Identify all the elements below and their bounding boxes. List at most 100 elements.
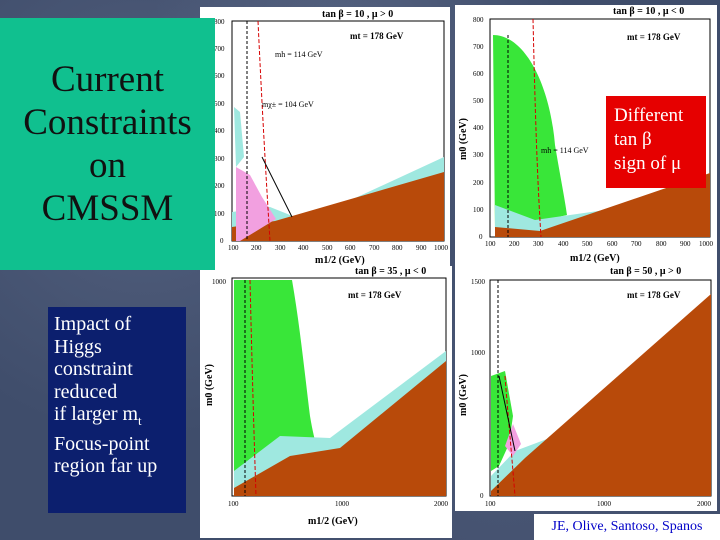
x-tick: 1000 [699,240,714,248]
slide-title-line: CMSSM [41,188,174,229]
impact-note-line: reduced [54,380,118,403]
x-tick: 700 [631,240,642,248]
x-tick: 800 [656,240,667,248]
different-params-line: sign of μ [614,153,682,174]
stau-lsp-region [232,172,444,241]
y-tick: 800 [214,18,225,26]
author-credit: JE, Olive, Santoso, Spanos [534,514,720,540]
plot-tanb10-muneg: mh = 114 GeV mt = 178 GeV 100 200 300 40… [455,5,717,277]
y-tick: 500 [473,97,484,105]
top-mass-label: mt = 178 GeV [350,31,404,41]
plot-title: tan β = 10 , μ > 0 [322,9,394,20]
x-tick: 600 [607,240,618,248]
x-tick: 100 [485,500,496,508]
y-tick: 600 [473,70,484,78]
different-params-box: Different tan β sign of μ [606,96,706,188]
higgs-label: mh = 114 GeV [541,146,589,155]
x-axis-label: m1/2 (GeV) [570,253,620,264]
x-tick: 800 [392,244,403,252]
wmap-funnel [234,107,244,167]
x-tick: 100 [228,500,239,508]
y-tick-labels: 0 100 200 300 400 500 600 700 800 [214,18,225,245]
impact-note-box: Impact of Higgs constraint reduced if la… [48,307,186,513]
x-tick: 900 [416,244,427,252]
plot-tanb50-mupos: mt = 178 GeV 100 1000 2000 0 1000 1500 m… [455,266,717,511]
y-tick-labels: 0 100 200 300 400 500 600 700 800 [473,16,484,241]
plot-tanb35-muneg-svg: mt = 178 GeV 100 1000 2000 1000 m0 (GeV)… [200,266,452,538]
y-tick: 200 [473,179,484,187]
slide-title-line: on [89,145,126,186]
x-tick: 500 [322,244,333,252]
stau-lsp-region [491,294,711,496]
x-tick: 500 [582,240,593,248]
impact-note-line: region far up [54,455,158,477]
top-mass-label: mt = 178 GeV [627,32,681,42]
g-minus-2-region [236,167,276,241]
plot-tanb10-mupos: mh = 114 GeV mχ± = 104 GeV mt = 178 GeV … [200,7,450,267]
higgs-limit-line [532,18,542,238]
plot-title: tan β = 10 , μ < 0 [613,6,685,17]
x-tick: 2000 [697,500,712,508]
impact-note-line: Higgs [54,335,102,358]
x-tick: 200 [509,240,520,248]
slide-title-line: Constraints [23,102,192,143]
plot-tanb10-muneg-svg: mh = 114 GeV mt = 178 GeV 100 200 300 40… [455,5,717,277]
stau-lsp-region [495,173,710,237]
impact-note-line: Focus-point [54,432,150,455]
stau-lsp-region [234,361,446,496]
y-tick: 600 [214,72,225,80]
y-tick: 200 [214,182,225,190]
y-tick: 300 [473,151,484,159]
x-tick: 900 [680,240,691,248]
y-tick: 400 [473,124,484,132]
impact-note-line: constraint [54,358,133,380]
x-tick-labels: 100 200 300 400 500 600 700 800 900 1000 [228,244,449,252]
y-axis-label: m0 (GeV) [458,118,469,160]
y-tick: 1000 [471,349,486,357]
plot-tanb50-mupos-svg: mt = 178 GeV 100 1000 2000 0 1000 1500 m… [455,266,717,511]
y-tick: 0 [479,233,483,241]
subscript-t: t [138,413,142,428]
x-tick: 400 [298,244,309,252]
x-axis-label: m1/2 (GeV) [308,516,358,527]
x-tick: 1000 [335,500,350,508]
plot-title: tan β = 50 , μ > 0 [610,266,682,277]
x-axis-label: m1/2 (GeV) [315,255,365,266]
impact-note-line-text: if larger m [54,403,139,425]
stau-boundary-line [261,156,293,218]
higgs-limit-line [249,279,257,497]
x-tick: 100 [485,240,496,248]
x-tick-labels: 100 1000 2000 [485,500,712,508]
y-tick: 800 [473,16,484,24]
different-params-line: tan β [614,129,652,150]
chargino-label: mχ± = 104 GeV [262,100,314,109]
x-tick: 300 [275,244,286,252]
plot-tanb10-mupos-svg: mh = 114 GeV mχ± = 104 GeV mt = 178 GeV … [200,7,450,267]
y-tick: 1500 [471,278,486,286]
x-tick: 600 [345,244,356,252]
y-axis-label: m0 (GeV) [458,374,469,416]
higgs-limit-line [504,375,516,497]
y-tick-labels: 0 1000 1500 [471,278,486,500]
y-axis-label: m0 (GeV) [204,364,215,406]
x-tick: 200 [251,244,262,252]
y-tick: 100 [214,210,225,218]
stau-boundary-line [498,375,516,452]
y-tick: 300 [214,155,225,163]
impact-note-line-mt: if larger mt [54,403,186,433]
higgs-limit-line [257,20,271,242]
x-tick: 2000 [434,500,449,508]
y-tick: 0 [480,492,484,500]
top-mass-label: mt = 178 GeV [348,290,402,300]
top-mass-label: mt = 178 GeV [627,290,681,300]
x-tick: 300 [533,240,544,248]
y-tick-labels: 1000 [212,278,227,286]
x-tick: 100 [228,244,239,252]
neutralino-excluded-region [493,35,567,230]
y-tick: 500 [214,100,225,108]
y-tick: 700 [473,43,484,51]
higgs-label: mh = 114 GeV [275,50,323,59]
different-params-line: Different [614,105,684,126]
x-tick: 400 [558,240,569,248]
x-tick-labels: 100 1000 2000 [228,500,449,508]
